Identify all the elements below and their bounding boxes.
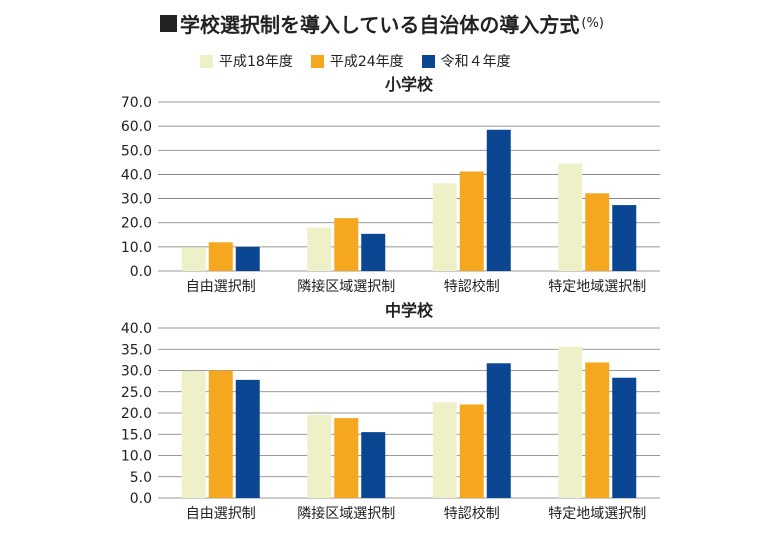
chart-0-ytick-label: 70.0: [121, 95, 152, 111]
chart-1-bar: [361, 432, 386, 498]
legend-label-h18: 平成18年度: [219, 54, 293, 70]
chart-0-title: 小学校: [385, 75, 434, 94]
chart-1-bar: [307, 414, 332, 498]
chart-1-category-label: 自由選択制: [186, 506, 256, 522]
legend-swatch-r4: [421, 54, 435, 68]
legend-item-r4: 令和４年度: [421, 51, 511, 71]
chart-0-ytick-label: 10.0: [121, 240, 152, 256]
chart-1-bar: [486, 363, 511, 498]
chart-1-ytick-label: 25.0: [121, 385, 152, 401]
legend-label-r4: 令和４年度: [440, 54, 511, 70]
chart-1-ytick-label: 40.0: [121, 321, 152, 337]
chart-1-ytick-label: 15.0: [121, 427, 152, 443]
chart-0-bar: [361, 233, 386, 271]
chart-1-ytick-label: 5.0: [130, 470, 152, 486]
chart-0-category-label: 自由選択制: [186, 279, 256, 295]
chart-1-bar: [208, 370, 233, 498]
legend-swatch-h24: [310, 54, 324, 68]
chart-1-ytick-label: 20.0: [121, 406, 152, 422]
chart-1-category-label: 特認校制: [444, 505, 500, 522]
chart-1-bar: [235, 379, 260, 498]
legend-label-h24: 平成24年度: [329, 54, 404, 70]
legend-item-h18: 平成18年度: [200, 51, 293, 71]
legend: 平成18年度 平成24年度 令和４年度: [200, 50, 620, 72]
chart-1-ytick-label: 10.0: [121, 449, 152, 465]
title-square-icon: [160, 14, 177, 32]
chart-0-ytick-label: 40.0: [121, 167, 152, 183]
chart-0-ytick-label: 60.0: [121, 119, 152, 135]
chart-1-ytick-label: 30.0: [121, 364, 152, 380]
chart-1-ytick-label: 0.0: [130, 491, 152, 507]
chart-0-bar: [208, 242, 233, 271]
chart-1-bar: [459, 404, 484, 498]
chart-0-ytick-label: 0.0: [130, 264, 152, 280]
legend-item-h24: 平成24年度: [310, 51, 404, 71]
chart-0-ytick-label: 30.0: [121, 192, 152, 208]
chart-0-bar: [612, 205, 637, 271]
chart-0-category-label: 隣接区域選択制: [297, 278, 395, 295]
chart-1-category-label: 隣接区域選択制: [297, 505, 395, 522]
chart-0-bar: [459, 171, 484, 271]
chart-1-title: 中学校: [385, 301, 434, 320]
chart-1-bar: [612, 377, 637, 498]
chart-0-category-label: 特定地域選択制: [548, 279, 646, 295]
chart-0-bar: [307, 227, 332, 271]
chart-0-category-label: 特認校制: [444, 278, 500, 295]
chart-0-ytick-label: 20.0: [121, 216, 152, 232]
chart-1-bar: [432, 402, 457, 498]
chart-0-bar: [181, 247, 206, 271]
chart-title-unit: (%): [581, 15, 604, 31]
chart-1-bar: [585, 362, 610, 498]
chart-title: 学校選択制を導入している自治体の導入方式 (%): [160, 8, 630, 38]
chart-0-bar: [235, 246, 260, 271]
chart-0-bar: [334, 218, 359, 271]
chart-1-bar: [181, 370, 206, 498]
chart-1-bar: [334, 418, 359, 498]
chart-0-bar: [486, 129, 511, 271]
chart-1-ytick-label: 35.0: [121, 342, 152, 358]
chart-0-ytick-label: 50.0: [121, 143, 152, 159]
chart-0-bar: [558, 163, 583, 271]
legend-swatch-h18: [200, 54, 213, 68]
chart-title-text: 学校選択制を導入している自治体の導入方式: [180, 12, 580, 37]
chart-0-bar: [585, 193, 610, 271]
chart-0-bar: [432, 183, 457, 271]
chart-1-category-label: 特定地域選択制: [548, 506, 646, 522]
chart-1-bar: [558, 346, 583, 498]
